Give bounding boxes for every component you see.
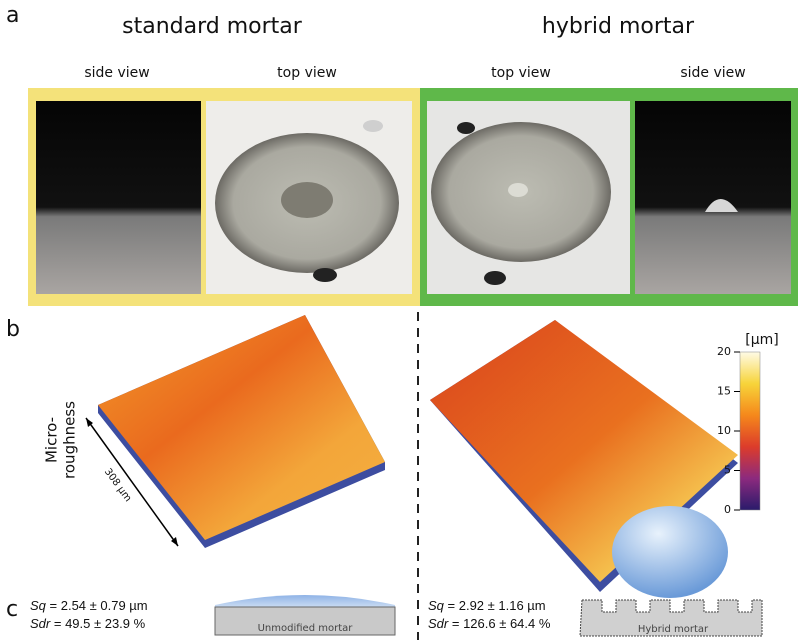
drop [612,506,728,598]
colorbar-tick-label: 20 [717,345,731,358]
symbol: Sq [30,598,47,613]
metric: Sdr = 126.6 ± 64.4 % [428,616,551,631]
hole [363,120,383,132]
view-label: top view [491,65,551,81]
value: = 49.5 ± 23.9 % [54,616,146,631]
colorbar-tick-label: 0 [724,503,731,516]
scale-label: 308 µm [102,467,133,505]
photo-side [635,101,791,294]
colorbar-tick-label: 15 [717,385,731,398]
surface-standard [98,315,385,540]
symbol: Sdr [428,616,449,631]
colorbar [740,352,760,510]
hole [484,271,506,285]
metric: Sq = 2.54 ± 0.79 µm [30,598,148,613]
value: = 126.6 ± 64.4 % [452,616,551,631]
stain [281,182,333,218]
droplet [508,183,528,197]
colorbar-label: [µm] [745,332,778,348]
view-label: side view [84,65,149,81]
colorbar-tick-label: 5 [724,464,731,477]
hole [313,268,337,282]
panel-letter: c [6,597,18,622]
view-label: side view [680,65,745,81]
metric: Sq = 2.92 ± 1.16 µm [428,598,546,613]
schematic-label: Unmodified mortar [258,623,354,634]
view-label: top view [277,65,337,81]
axis-label: Micro- [43,417,61,463]
colorbar-tick-label: 10 [717,424,731,437]
value: = 2.92 ± 1.16 µm [448,598,546,613]
metric: Sdr = 49.5 ± 23.9 % [30,616,146,631]
panel-letter: a [6,3,19,28]
group-title: standard mortar [122,14,303,39]
axis-label: roughness [61,401,79,479]
symbol: Sdr [30,616,51,631]
photo-side [36,101,201,294]
panel-letter: b [6,317,20,342]
value: = 2.54 ± 0.79 µm [50,598,148,613]
group-title: hybrid mortar [542,14,695,39]
schematic-label: Hybrid mortar [638,624,709,635]
symbol: Sq [428,598,445,613]
figure: a standard mortar hybrid mortar side vie… [0,0,798,640]
hole [457,122,475,134]
